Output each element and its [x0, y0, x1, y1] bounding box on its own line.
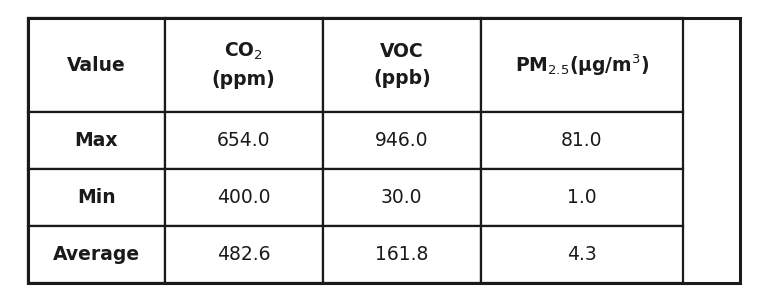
Text: 161.8: 161.8: [375, 245, 429, 264]
Text: 654.0: 654.0: [217, 131, 270, 150]
Text: VOC
(ppb): VOC (ppb): [373, 42, 431, 88]
Bar: [164, 226, 323, 283]
Text: 30.0: 30.0: [381, 188, 422, 207]
Bar: [28, 112, 164, 169]
Bar: [323, 169, 481, 226]
Text: Value: Value: [67, 56, 126, 75]
Text: 4.3: 4.3: [567, 245, 597, 264]
Text: 81.0: 81.0: [561, 131, 603, 150]
Text: CO$_2$
(ppm): CO$_2$ (ppm): [212, 41, 276, 89]
Text: 482.6: 482.6: [217, 245, 270, 264]
Text: Average: Average: [53, 245, 140, 264]
Text: 946.0: 946.0: [375, 131, 429, 150]
Bar: [28, 226, 164, 283]
Text: Min: Min: [77, 188, 116, 207]
Bar: [481, 226, 683, 283]
Bar: [164, 18, 323, 112]
Bar: [164, 169, 323, 226]
Text: PM$_{2.5}$(μg/m$^3$): PM$_{2.5}$(μg/m$^3$): [515, 52, 649, 78]
Bar: [164, 112, 323, 169]
Bar: [28, 18, 740, 283]
Bar: [323, 112, 481, 169]
Bar: [481, 169, 683, 226]
Text: 1.0: 1.0: [567, 188, 597, 207]
Bar: [481, 112, 683, 169]
Bar: [323, 18, 481, 112]
Text: Max: Max: [74, 131, 118, 150]
Bar: [323, 226, 481, 283]
Bar: [28, 169, 164, 226]
Bar: [481, 18, 683, 112]
Bar: [28, 18, 164, 112]
Text: 400.0: 400.0: [217, 188, 270, 207]
